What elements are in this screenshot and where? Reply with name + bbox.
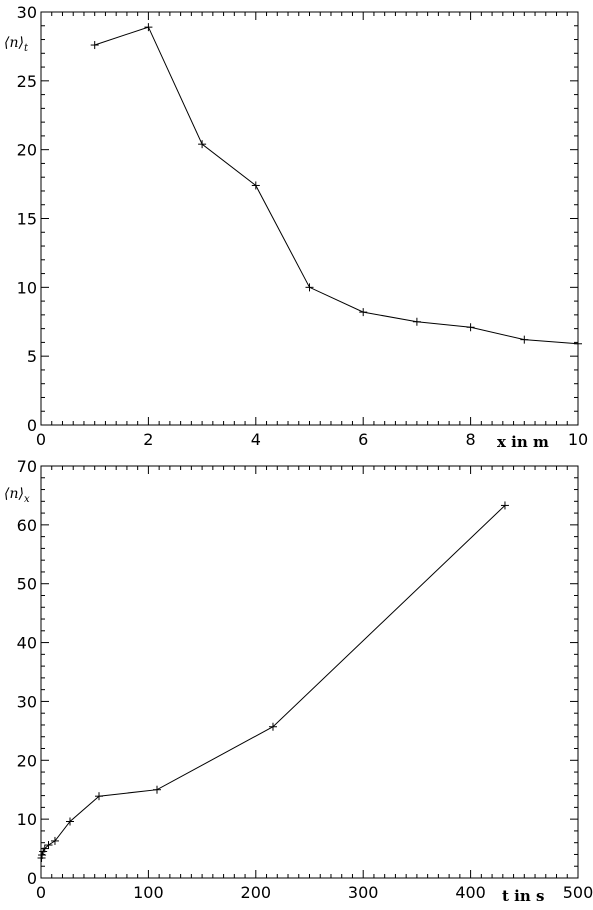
series-line xyxy=(94,26,579,345)
data-point xyxy=(268,722,277,731)
data-point xyxy=(152,785,161,794)
x-tick-label: 2 xyxy=(143,430,153,449)
x-tick-label: 10 xyxy=(568,430,588,449)
x-tick-label: 8 xyxy=(466,430,476,449)
plot-frame xyxy=(40,465,579,879)
x-tick-label: 300 xyxy=(348,883,379,902)
data-point xyxy=(38,851,47,860)
x-axis-label: t in s xyxy=(502,887,544,905)
data-point xyxy=(574,339,582,348)
data-point xyxy=(90,41,99,50)
data-point xyxy=(500,501,509,510)
x-tick-label: 500 xyxy=(563,883,593,902)
data-point xyxy=(520,335,529,344)
data-point xyxy=(359,308,368,317)
y-tick-label: 20 xyxy=(17,141,37,160)
y-tick-label: 5 xyxy=(27,347,37,366)
y-tick-label: 50 xyxy=(17,575,37,594)
y-tick-label: 60 xyxy=(17,516,37,535)
x-axis-label: x in m xyxy=(497,433,549,451)
y-axis-label: ⟨n⟩x xyxy=(4,486,30,505)
y-tick-label: 10 xyxy=(17,278,37,297)
chart-position-vs-n: 0 2 4 6 8 10 0 5 10 15 20 25 30 x in m ⟨n⟩t xyxy=(4,3,588,451)
data-point xyxy=(94,792,103,801)
data-point xyxy=(198,140,207,149)
data-point xyxy=(466,323,475,332)
data-point xyxy=(144,23,153,32)
y-tick-label: 40 xyxy=(17,634,37,653)
plot-frame xyxy=(40,11,579,426)
y-tick-label: 15 xyxy=(17,210,37,229)
y-tick-label: 10 xyxy=(17,810,37,829)
chart-time-vs-n: 0 100 200 300 400 500 0 10 20 30 40 50 60 70 t in s ⟨n⟩… xyxy=(4,457,593,905)
data-point xyxy=(251,181,260,190)
y-tick-label: 25 xyxy=(17,72,37,91)
series-line xyxy=(41,505,506,859)
x-tick-label: 100 xyxy=(133,883,164,902)
y-axis-label: ⟨n⟩t xyxy=(4,35,29,54)
y-tick-label: 70 xyxy=(17,457,37,476)
y-tick-label: 0 xyxy=(27,869,37,888)
x-tick-label: 4 xyxy=(251,430,261,449)
data-point xyxy=(50,836,59,845)
y-tick-label: 30 xyxy=(17,692,37,711)
x-tick-label: 0 xyxy=(36,883,46,902)
x-tick-label: 6 xyxy=(358,430,368,449)
y-tick-label: 20 xyxy=(17,751,37,770)
x-tick-label: 400 xyxy=(455,883,486,902)
y-tick-label: 0 xyxy=(27,416,37,435)
data-point xyxy=(65,817,74,826)
x-tick-label: 0 xyxy=(36,430,46,449)
data-point xyxy=(40,844,49,853)
data-point xyxy=(412,317,421,326)
data-point xyxy=(305,283,314,292)
x-tick-label: 200 xyxy=(241,883,272,902)
data-point xyxy=(44,841,53,850)
y-tick-label: 30 xyxy=(17,3,37,22)
